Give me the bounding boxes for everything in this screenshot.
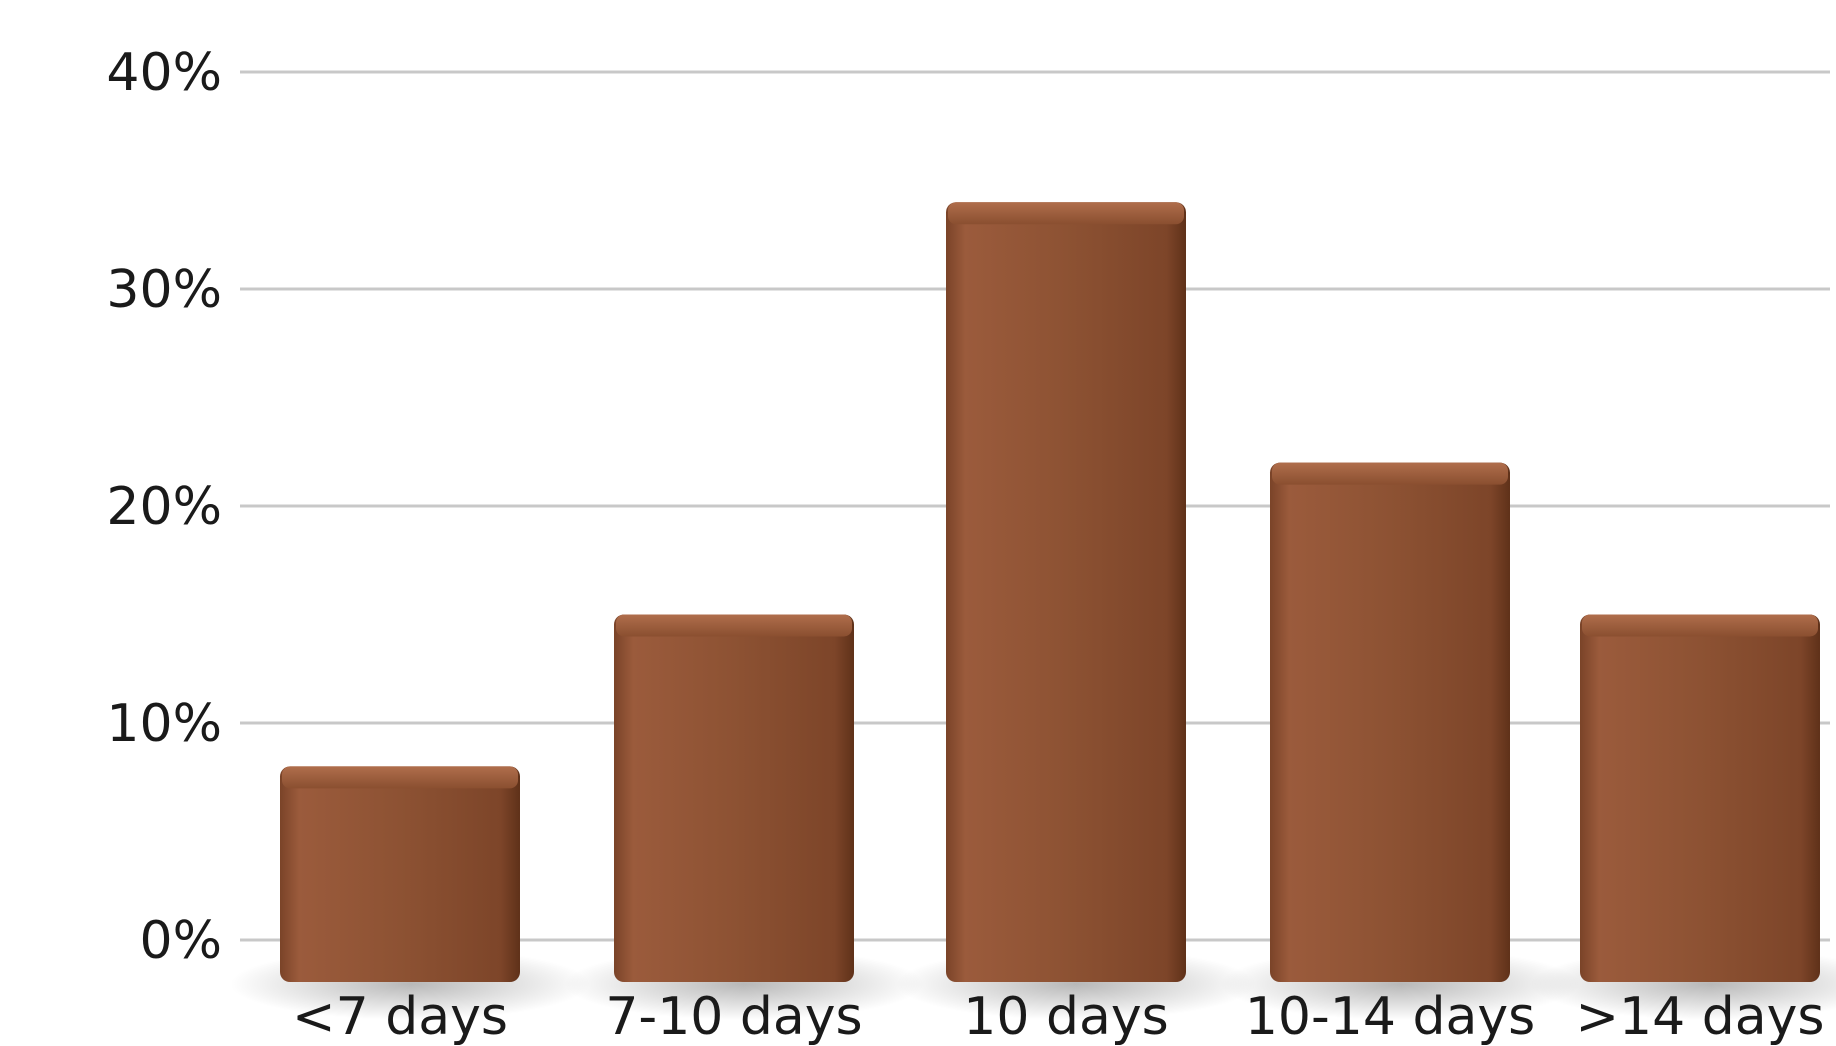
y-tick-label: 20% [106,477,222,537]
x-tick-label: 7-10 days [605,987,862,1046]
y-axis: 0% 10% 20% 30% 40% [106,43,222,971]
x-tick-label: >14 days [1575,987,1824,1046]
bar-top [948,202,1184,225]
y-tick-label: 10% [106,694,222,754]
bar [280,766,520,982]
bar-top [1272,462,1508,485]
bars [280,202,1820,983]
bar-top [282,766,518,789]
bar [614,614,854,982]
x-axis: <7 days 7-10 days 10 days 10-14 days >14 day… [292,987,1824,1046]
x-tick-label: <7 days [292,987,508,1046]
bar-top [1582,614,1818,637]
x-tick-label: 10 days [963,987,1168,1046]
y-tick-label: 0% [140,911,223,971]
x-tick-label: 10-14 days [1245,987,1535,1046]
bar [946,202,1186,982]
y-tick-label: 40% [106,43,222,103]
y-tick-label: 30% [106,260,222,320]
bar [1580,614,1820,982]
bar-top [616,614,852,637]
bar [1270,462,1510,983]
